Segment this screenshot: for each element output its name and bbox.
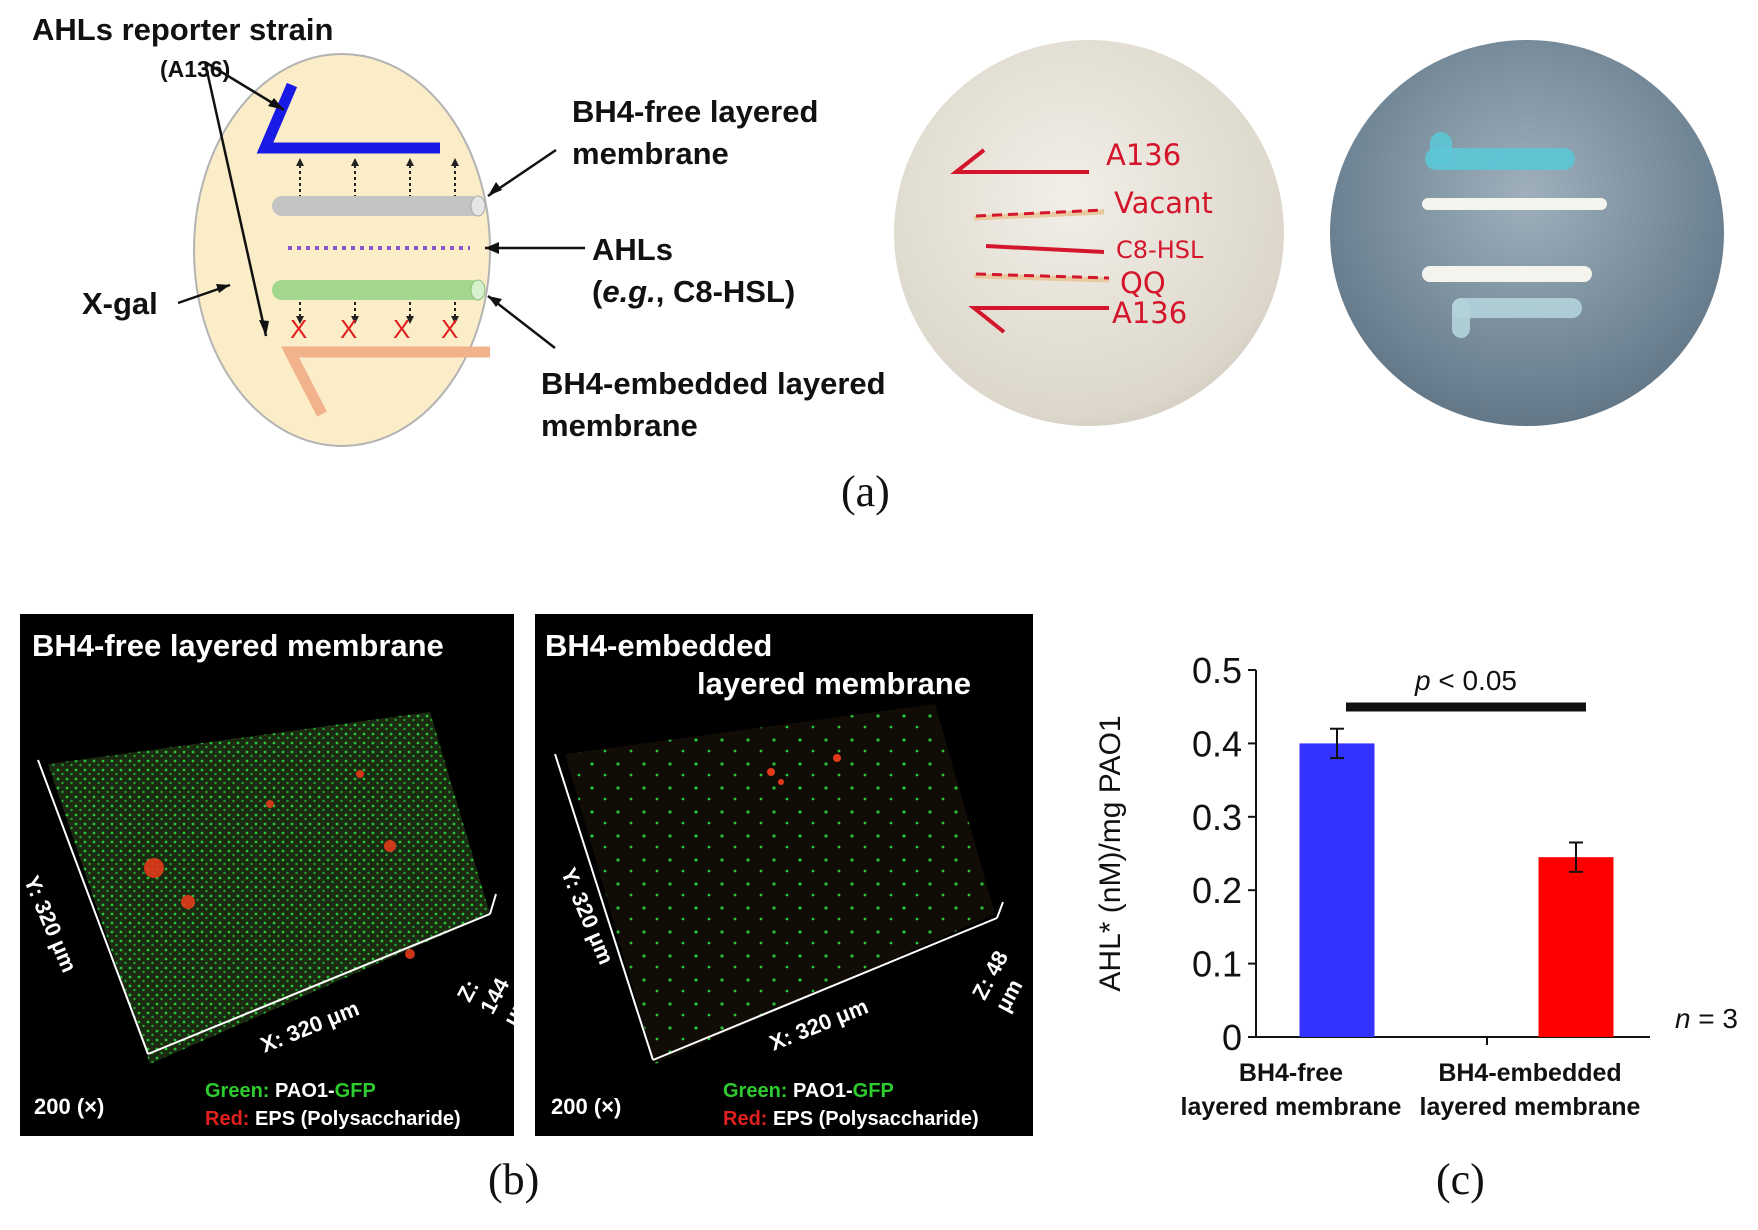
x-category-label-2: BH4-embedded (1438, 1059, 1621, 1087)
right-legend-red-val: EPS (Polysaccharide) (773, 1108, 979, 1130)
bh4-free-label-2: membrane (572, 136, 729, 171)
plate-label-c8hsl: C8-HSL (1116, 236, 1204, 264)
confocal-right-title-2: layered membrane (697, 666, 971, 701)
x-category-sublabel-1: layered membrane (1181, 1093, 1402, 1121)
y-tick-label: 0.3 (1192, 797, 1242, 838)
x-category-label-1: BH4-free (1239, 1059, 1343, 1087)
plate-label-a136-top: A136 (1106, 138, 1182, 172)
reporter-strain-label: AHLs reporter strain (32, 12, 334, 47)
left-legend-red-val: EPS (Polysaccharide) (255, 1108, 461, 1130)
pointer-reporter-bottom (203, 61, 268, 337)
right-legend-green: Green: PAO1-GFP (723, 1080, 894, 1103)
bh4-embedded-membrane (272, 280, 482, 300)
block-mark-1: X (290, 314, 308, 344)
panel-c-label: (c) (1436, 1155, 1485, 1204)
reporter-strain-bottom (280, 346, 490, 417)
plate-photo-labeled: A136 Vacant C8-HSL QQ A136 (894, 40, 1284, 426)
right-legend-green-key: Green: (723, 1080, 788, 1102)
confocal-left-title: BH4-free layered membrane (32, 628, 444, 663)
confocal-image-bh4-free: BH4-free layered membrane Y: 320 μm X: 3… (20, 614, 514, 1136)
pointer-bh4-emb (487, 295, 556, 349)
plate-schematic (177, 53, 585, 447)
right-legend-red: Red: EPS (Polysaccharide) (723, 1108, 979, 1131)
right-legend-green-val2: GFP (852, 1080, 894, 1102)
pointer-reporter-top (204, 60, 285, 112)
y-tick-label: 0.5 (1192, 650, 1242, 691)
right-legend-red-key: Red: (723, 1108, 768, 1130)
left-legend-red: Red: EPS (Polysaccharide) (205, 1108, 461, 1131)
sample-size-label: n = 3 (1675, 1003, 1738, 1034)
diffusion-arrows-down (299, 302, 456, 318)
bh4-free-label-1: BH4-free layered (572, 94, 819, 129)
right-legend-green-val1: PAO1- (793, 1080, 853, 1102)
panel-a-label: (a) (841, 467, 890, 516)
reporter-strain-code: (A136) (160, 56, 231, 82)
left-magnification: 200 (×) (34, 1094, 105, 1119)
y-tick-label: 0.2 (1192, 870, 1242, 911)
block-mark-2: X (340, 314, 358, 344)
bar-2 (1538, 857, 1614, 1037)
ahls-eg: e.g. (602, 274, 656, 309)
left-legend-green-val2: GFP (334, 1080, 376, 1102)
bh4-free-membrane (272, 196, 482, 216)
left-legend-red-key: Red: (205, 1108, 250, 1130)
xgal-label: X-gal (82, 286, 158, 321)
bh4-emb-label-1: BH4-embedded layered (541, 366, 886, 401)
plate-photo-result (1330, 40, 1724, 426)
ahl-bar-chart: 0 0.1 0.2 0.3 0.4 0.5 AHL* (nM)/mg PAO1 BH4-fre… (1094, 650, 1738, 1121)
block-mark-3: X (393, 314, 411, 344)
y-axis-title: AHL* (nM)/mg PAO1 (1094, 715, 1127, 991)
confocal-image-bh4-embedded: BH4-embedded layered membrane Y: 320 μm … (535, 614, 1033, 1136)
panel-b-label: (b) (488, 1155, 540, 1204)
bh4-emb-label-2: membrane (541, 408, 698, 443)
plate-label-qq: QQ (1120, 266, 1166, 300)
bar-1 (1299, 743, 1375, 1037)
x-category-sublabel-2: layered membrane (1420, 1093, 1641, 1121)
left-legend-green-key: Green: (205, 1080, 270, 1102)
confocal-right-title-1: BH4-embedded (545, 628, 773, 663)
plate-label-vacant: Vacant (1114, 186, 1213, 220)
block-mark-4: X (441, 314, 459, 344)
reporter-strain-top (256, 82, 440, 154)
y-tick-label: 0 (1222, 1017, 1242, 1058)
left-legend-green: Green: PAO1-GFP (205, 1080, 376, 1103)
y-tick-label: 0.1 (1192, 944, 1242, 985)
plate-label-a136-bottom: A136 (1112, 296, 1188, 330)
ahls-example-rest: , C8-HSL) (655, 274, 796, 309)
ahls-label: AHLs (592, 232, 673, 267)
p-value-label: p < 0.05 (1414, 665, 1517, 696)
y-tick-label: 0.4 (1192, 723, 1242, 764)
right-magnification: 200 (×) (551, 1094, 622, 1119)
left-legend-green-val1: PAO1- (275, 1080, 335, 1102)
ahls-example: (e.g., C8-HSL) (592, 274, 796, 309)
